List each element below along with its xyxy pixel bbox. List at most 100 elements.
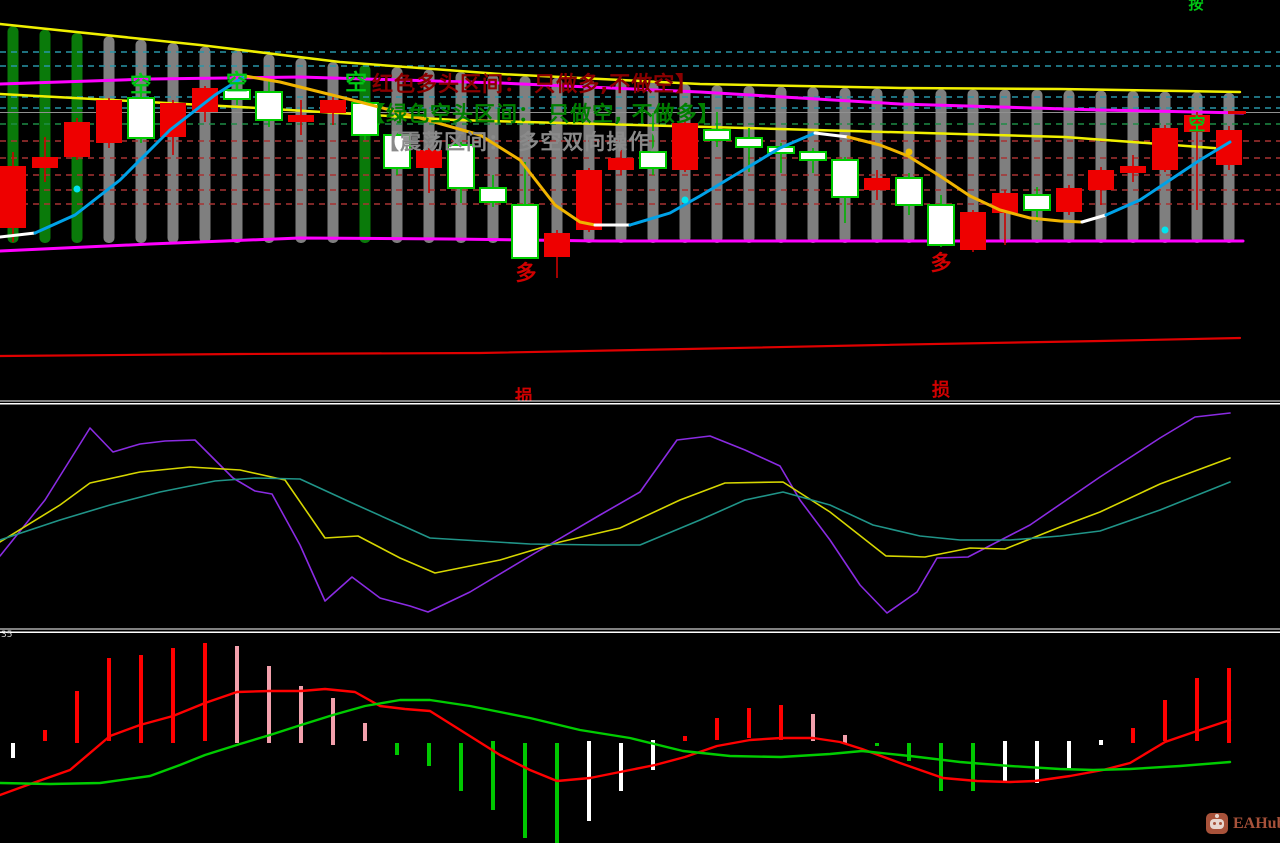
ma-segment-cyan [628, 131, 817, 227]
fast-ma-line [0, 74, 1232, 239]
histogram-bar [907, 743, 911, 761]
ma-segment-white [0, 231, 37, 239]
histogram-bar [171, 648, 175, 743]
trade-marker: 空 [1189, 114, 1206, 135]
histogram-bar [1003, 741, 1007, 783]
candle-body [831, 159, 859, 198]
price-panel[interactable]: 红色多头区间： 只做多,不做空】【绿色空头区间： 只做空, 不做多】【震荡区间：… [0, 0, 1280, 408]
histogram-bar [1227, 668, 1231, 743]
candle-body [1056, 188, 1082, 212]
zone-legend: 红色多头区间： 只做多,不做空】【绿色空头区间： 只做空, 不做多】【震荡区间：… [364, 72, 720, 154]
signal-dot [681, 196, 689, 204]
right-price-tick [1228, 111, 1246, 114]
signal-curve-green [0, 698, 1232, 786]
ma-segment-white [813, 131, 850, 139]
histogram-bar [619, 743, 623, 791]
histogram-bar [1099, 740, 1103, 745]
candle-body [864, 178, 890, 190]
zone-column [871, 88, 883, 243]
histogram-bar [427, 743, 431, 766]
candle-body [511, 204, 539, 259]
oscillator-line-teal [0, 477, 1231, 546]
histogram-bar [107, 658, 111, 741]
candle-body [1023, 194, 1051, 211]
ma-segment-cyan [33, 74, 247, 235]
candle-body [447, 144, 475, 189]
indicator-scale-label: 35 [1, 630, 13, 640]
trade-marker: 按 [1188, 0, 1203, 13]
candle-body [672, 123, 698, 170]
histogram-bar [235, 646, 239, 743]
panel-separator [0, 400, 1280, 402]
candle-body [1120, 166, 1146, 173]
trade-marker: 空 [130, 72, 152, 98]
histogram-panel[interactable] [0, 643, 1232, 843]
candle-body [735, 137, 763, 148]
histogram-bar [555, 743, 559, 843]
trade-marker: 空 [226, 70, 248, 96]
candle-body [383, 134, 411, 169]
candle-body [1152, 128, 1178, 170]
histogram-bar [715, 718, 719, 740]
trade-marker: 多 [931, 251, 952, 275]
oscillator-line-yellow [0, 457, 1231, 574]
candle-body [703, 129, 731, 141]
candle-body [960, 212, 986, 250]
oscillator-line-purple [0, 412, 1231, 614]
panel-separator [0, 628, 1280, 630]
ma-segment-cyan [1104, 140, 1232, 217]
candle-body [288, 115, 314, 122]
candle-body [223, 89, 251, 100]
zone-column [519, 76, 531, 243]
histogram-bar [491, 741, 495, 810]
upper-magenta-band [0, 75, 1245, 115]
candle-body [255, 91, 283, 121]
histogram-bar [43, 730, 47, 741]
candle-body [1088, 170, 1114, 190]
candle-body [927, 204, 955, 246]
histogram-bar [75, 691, 79, 743]
histogram-bar [587, 741, 591, 821]
candle-body [0, 166, 26, 228]
histogram-bar [843, 735, 847, 743]
zone-column [327, 62, 339, 244]
ma-segment-gold [243, 74, 597, 227]
candle-body [64, 122, 90, 157]
zone-column [199, 46, 211, 243]
robot-icon [1206, 813, 1228, 834]
histogram-bar [203, 643, 207, 741]
panel-separator [0, 403, 1280, 405]
ma-segment-white [1080, 213, 1108, 224]
candle-body [479, 187, 507, 203]
candle-body [320, 100, 346, 113]
histogram-bar [299, 686, 303, 743]
candle-body [799, 151, 827, 161]
candle-body [127, 97, 155, 139]
histogram-bar [267, 666, 271, 743]
oscillator-panel[interactable] [0, 412, 1231, 614]
histogram-bar [971, 743, 975, 791]
lower-magenta-band [0, 236, 1245, 253]
zone-legend-line: 红色多头区间： 只做多,不做空】 [372, 72, 697, 96]
ma-segment-gold [846, 135, 1084, 224]
signal-curve-red [0, 687, 1232, 797]
histogram-bar [1195, 678, 1199, 741]
candle-body [639, 151, 667, 169]
zone-column [487, 74, 499, 243]
histogram-bar [139, 655, 143, 743]
trade-marker: 损 [932, 379, 950, 401]
histogram-bar [1067, 741, 1071, 770]
histogram-bars [11, 643, 1231, 843]
zone-legend-line: 【绿色空头区间： 只做空, 不做多】 [364, 102, 720, 126]
zone-column [39, 29, 51, 243]
histogram-bar [683, 736, 687, 741]
watermark-brand-text: EAHub [1233, 814, 1280, 832]
zone-legend-line: 【震荡区间： 多空双向操作】 [378, 130, 672, 154]
candle-body [608, 158, 634, 170]
histogram-bar [1131, 728, 1135, 743]
histogram-bar [11, 743, 15, 758]
histogram-bar [875, 743, 879, 746]
candle-body [544, 233, 570, 257]
